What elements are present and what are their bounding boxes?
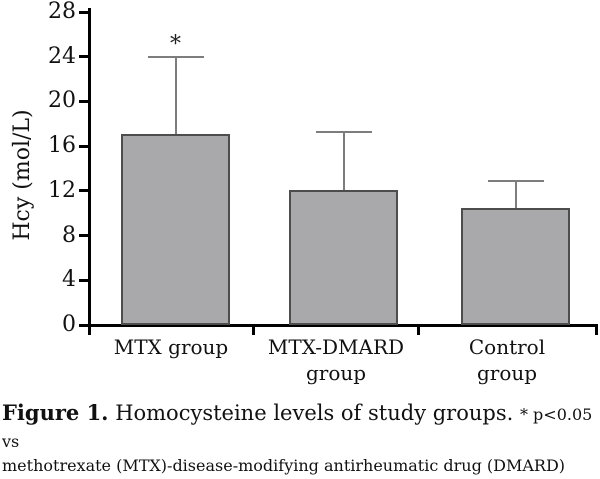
bar-1	[121, 133, 230, 325]
x-category-label-line: MTX group	[113, 335, 229, 359]
y-tick-label: 24	[48, 43, 76, 69]
y-tick	[79, 189, 89, 193]
error-bar-cap	[487, 179, 544, 182]
y-tick	[79, 55, 89, 59]
y-axis-line	[88, 8, 91, 335]
x-tick	[416, 324, 420, 335]
caption-line-2: methotrexate (MTX)-disease-modifying ant…	[2, 456, 566, 475]
y-tick-label: 28	[48, 0, 76, 24]
x-category-label: MTX-DMARD group	[254, 334, 418, 386]
x-category-label-line: group	[305, 361, 367, 385]
caption-figure-label: Figure 1.	[2, 400, 109, 425]
caption-significance-note: * p<0.05 vs	[2, 405, 593, 451]
y-tick-label: 16	[48, 133, 76, 159]
x-category-label-line: group	[476, 361, 538, 385]
y-tick	[79, 99, 89, 103]
y-tick-label: 0	[62, 312, 76, 337]
x-category-label-line: MTX-DMARD	[267, 335, 405, 359]
x-category-label: MTX group	[89, 334, 253, 360]
x-category-label: Control group	[425, 334, 589, 386]
error-bar-cap	[147, 55, 204, 58]
figure-caption: Figure 1. Homocysteine levels of study g…	[2, 399, 599, 479]
error-bar-cap	[315, 130, 372, 133]
y-tick	[79, 10, 89, 14]
x-tick	[594, 324, 598, 335]
y-tick-label: 4	[62, 267, 76, 293]
error-bar-line	[174, 56, 177, 135]
x-axis-line	[88, 324, 597, 327]
y-tick-label: 8	[62, 222, 76, 248]
bar-3	[461, 207, 570, 325]
y-tick	[79, 144, 89, 148]
y-tick	[79, 278, 89, 282]
x-tick	[251, 324, 255, 335]
y-tick	[79, 234, 89, 238]
bar-2	[289, 189, 398, 325]
caption-line-1: Figure 1. Homocysteine levels of study g…	[2, 400, 593, 452]
bar-chart: Hcy (mol/L) 0 4 8 12 16 20 24 28 * MTX group MTX-D…	[10, 0, 598, 386]
y-tick-label: 12	[48, 177, 76, 203]
error-bar-line	[514, 180, 517, 209]
caption-title: Homocysteine levels of study groups.	[115, 401, 514, 425]
y-tick-label: 20	[48, 88, 76, 114]
error-bar-line	[342, 131, 345, 191]
significance-asterisk: *	[170, 32, 181, 57]
x-category-label-line: Control	[468, 335, 546, 359]
y-tick	[79, 323, 89, 327]
